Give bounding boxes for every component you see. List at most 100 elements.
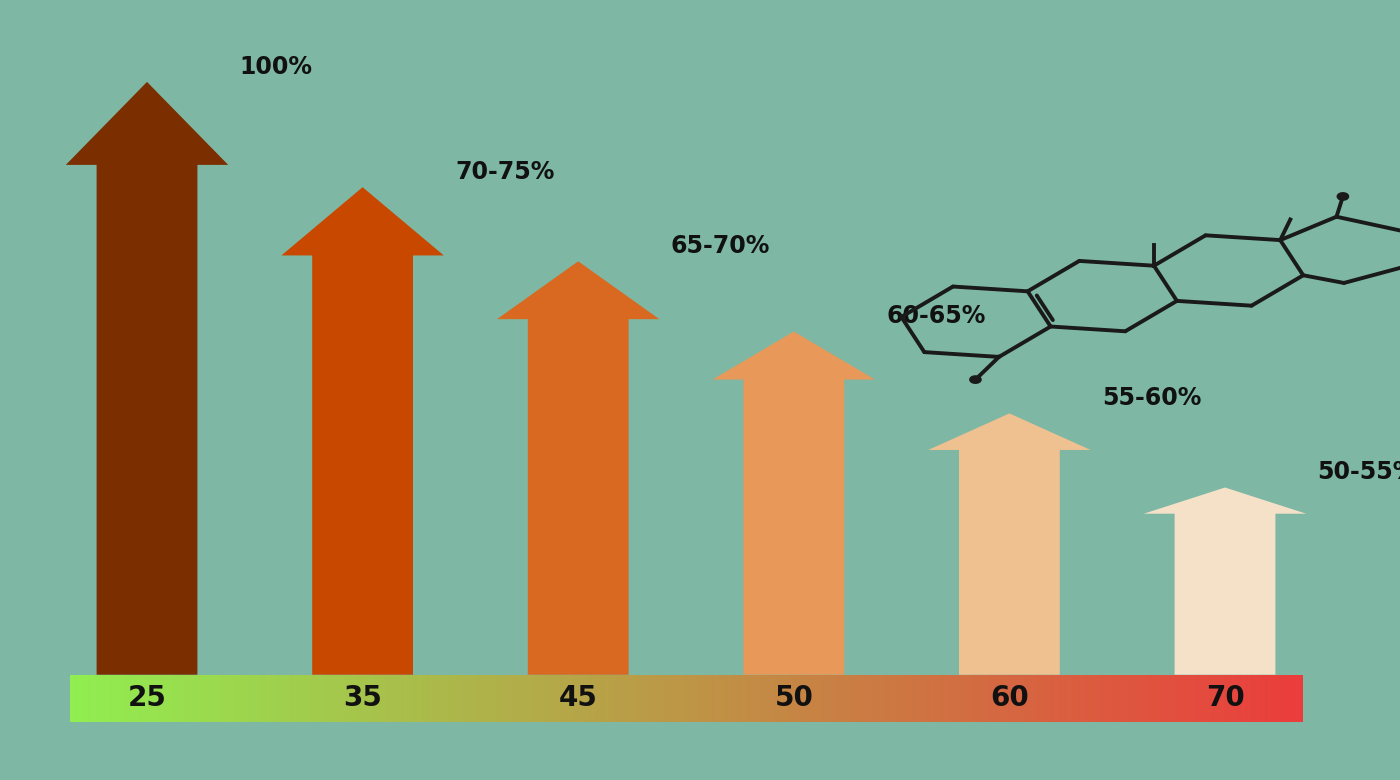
Bar	[1011, 675, 1014, 722]
Bar	[157, 675, 160, 722]
Bar	[97, 675, 99, 722]
Bar	[249, 675, 252, 722]
Bar	[981, 675, 984, 722]
Bar	[1088, 675, 1091, 722]
Bar	[1109, 675, 1112, 722]
Bar	[861, 675, 864, 722]
Bar	[766, 675, 769, 722]
Bar	[584, 675, 587, 722]
Bar	[1224, 675, 1226, 722]
Bar	[386, 675, 389, 722]
Bar	[841, 675, 844, 722]
Bar	[665, 675, 668, 722]
Bar	[836, 675, 839, 722]
Bar	[1056, 675, 1058, 722]
Bar	[407, 675, 409, 722]
Bar	[427, 675, 430, 722]
Bar	[395, 675, 398, 722]
Bar	[651, 675, 654, 722]
Bar	[969, 675, 972, 722]
Bar	[188, 675, 190, 722]
Bar	[553, 675, 556, 722]
Bar	[769, 675, 771, 722]
Bar	[858, 675, 861, 722]
Bar	[641, 675, 644, 722]
Polygon shape	[1144, 488, 1306, 675]
Bar	[963, 675, 966, 722]
Bar	[1215, 675, 1218, 722]
Bar	[497, 675, 500, 722]
Bar	[379, 675, 382, 722]
Bar	[659, 675, 662, 722]
Bar	[850, 675, 853, 722]
Bar	[164, 675, 167, 722]
Bar	[531, 675, 532, 722]
Bar	[903, 675, 906, 722]
Bar	[224, 675, 227, 722]
Bar	[1240, 675, 1243, 722]
Bar	[619, 675, 622, 722]
Bar	[888, 675, 890, 722]
Bar	[167, 675, 169, 722]
Bar	[1082, 675, 1085, 722]
Bar	[620, 675, 623, 722]
Bar	[827, 675, 830, 722]
Bar	[501, 675, 504, 722]
Bar	[1099, 675, 1102, 722]
Bar	[937, 675, 939, 722]
Bar	[518, 675, 521, 722]
Bar	[1166, 675, 1169, 722]
Bar	[959, 675, 962, 722]
Bar	[1284, 675, 1287, 722]
Bar	[273, 675, 276, 722]
Bar	[321, 675, 323, 722]
Bar	[1019, 675, 1022, 722]
Bar	[370, 675, 372, 722]
Bar	[251, 675, 253, 722]
Bar	[189, 675, 192, 722]
Bar	[567, 675, 570, 722]
Bar	[1161, 675, 1163, 722]
Bar	[318, 675, 321, 722]
Bar	[764, 675, 767, 722]
Bar	[924, 675, 927, 722]
Bar	[256, 675, 259, 722]
Bar	[749, 675, 752, 722]
Bar	[405, 675, 407, 722]
Bar	[804, 675, 806, 722]
Bar	[699, 675, 701, 722]
Bar	[304, 675, 307, 722]
Bar	[932, 675, 935, 722]
Bar	[183, 675, 186, 722]
Bar	[526, 675, 529, 722]
Bar	[637, 675, 640, 722]
Bar	[281, 675, 284, 722]
Bar	[725, 675, 728, 722]
Bar	[399, 675, 402, 722]
Bar	[533, 675, 536, 722]
Bar	[101, 675, 104, 722]
Bar	[298, 675, 301, 722]
Bar	[195, 675, 197, 722]
Bar	[626, 675, 629, 722]
Bar	[127, 675, 130, 722]
Bar	[1021, 675, 1023, 722]
Bar	[1179, 675, 1182, 722]
Bar	[91, 675, 94, 722]
Bar	[1025, 675, 1028, 722]
Bar	[777, 675, 780, 722]
Bar	[466, 675, 469, 722]
Bar	[694, 675, 697, 722]
Bar	[242, 675, 245, 722]
Bar	[356, 675, 358, 722]
Bar	[1294, 675, 1296, 722]
Bar	[559, 675, 561, 722]
Polygon shape	[497, 261, 659, 675]
Bar	[568, 675, 571, 722]
Bar	[883, 675, 886, 722]
Bar	[122, 675, 125, 722]
Bar	[1261, 675, 1264, 722]
Bar	[382, 675, 385, 722]
Bar	[813, 675, 816, 722]
Bar	[1074, 675, 1077, 722]
